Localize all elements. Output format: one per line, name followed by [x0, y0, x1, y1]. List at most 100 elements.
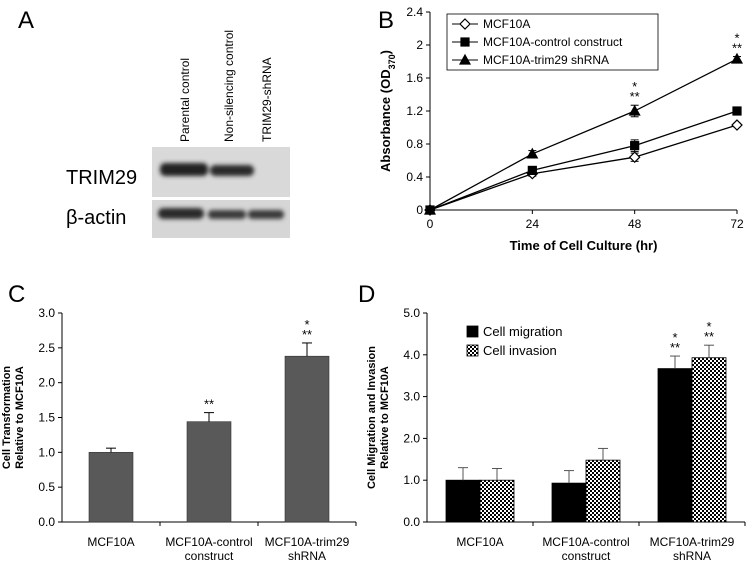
- y-axis-label-sub: 370: [387, 54, 397, 69]
- panel-letter: D: [358, 281, 375, 308]
- y-tick-label: 0.5: [38, 480, 55, 494]
- y-tick-label: 0.0: [38, 515, 55, 529]
- grouped-bar-chart: D 0.0 1.0 2.0 3.0 4.0 5.0 Cell Migration and In…: [358, 281, 746, 563]
- blot-panel: A Parental control Non-silencing control…: [18, 7, 290, 238]
- significance: **: [670, 340, 680, 355]
- y-axis-label: Absorbance (OD370): [378, 50, 397, 172]
- y-axis-label-line: Cell Migration and Invasion: [366, 346, 378, 489]
- marker: [423, 203, 437, 215]
- y-tick-label: 2.0: [38, 376, 55, 390]
- x-tick-label: MCF10A-trim29 shRNA: [650, 535, 735, 563]
- significance: **: [732, 41, 742, 56]
- y-axis-label: Cell TransformationRelative to MCF10A: [1, 366, 26, 470]
- y-tick-label: 4.0: [403, 348, 420, 362]
- y-axis-label-text: Absorbance (OD: [378, 69, 393, 172]
- lane-label: Non-silencing control: [222, 30, 236, 142]
- legend-swatch: [466, 325, 479, 338]
- x-axis-label: Time of Cell Culture (hr): [510, 238, 658, 253]
- y-tick-label: 1.6: [406, 71, 423, 85]
- series-line: [429, 124, 738, 211]
- panel-letter: C: [8, 281, 25, 308]
- x-tick-label: MCF10A: [456, 535, 503, 549]
- bar: [479, 479, 515, 523]
- marker: [459, 18, 471, 30]
- y-tick-label: 1.0: [403, 473, 420, 487]
- significance: *: [672, 330, 677, 345]
- y-axis-label-line: Relative to MCF10A: [379, 366, 391, 469]
- significance: **: [302, 327, 312, 342]
- x-tick-label: 24: [526, 217, 540, 231]
- bar: [657, 368, 693, 523]
- x-tick-label: MCF10A: [87, 535, 134, 549]
- legend-box: [446, 13, 659, 71]
- legend-label: MCF10A-trim29 shRNA: [483, 53, 609, 67]
- significance: **: [704, 329, 714, 344]
- y-tick-label: 2.0: [403, 431, 420, 445]
- bar-chart: C 0.0 0.5 1.0 1.5 2.0 2.5 3.0 Cell Transformatio…: [1, 281, 357, 563]
- y-tick-label: 0.4: [406, 170, 423, 184]
- panel-letter: B: [378, 7, 394, 34]
- y-tick-label: 3.0: [403, 390, 420, 404]
- panel-letter: A: [18, 7, 34, 34]
- marker: [732, 106, 742, 116]
- x-tick-label-line: MCF10A: [456, 535, 503, 549]
- lane-label: TRIM29-shRNA: [260, 57, 274, 142]
- y-tick-label: 3.0: [38, 306, 55, 320]
- x-tick-label-line: MCF10A: [87, 535, 134, 549]
- y-axis-label-line: Relative to MCF10A: [14, 366, 26, 469]
- y-tick-label: 1.5: [38, 411, 55, 425]
- significance: *: [632, 79, 637, 94]
- legend-label: MCF10A-control construct: [483, 35, 623, 49]
- y-tick-label: 0.0: [403, 515, 420, 529]
- x-tick-label-line: MCF10A-control: [542, 535, 629, 549]
- marker: [460, 37, 470, 47]
- marker: [527, 165, 537, 175]
- y-tick-label: 2: [416, 38, 423, 52]
- series-line: [429, 58, 738, 211]
- significance: *: [304, 317, 309, 332]
- significance: *: [734, 31, 739, 46]
- bar: [585, 459, 621, 523]
- legend-label: Cell migration: [483, 324, 562, 339]
- bar: [445, 479, 481, 523]
- x-tick-label-line: MCF10A-trim29: [650, 535, 735, 549]
- x-tick-label-line: MCF10A-control: [165, 535, 252, 549]
- marker: [731, 119, 743, 131]
- y-tick-label: 1.0: [38, 445, 55, 459]
- bar: [284, 355, 330, 523]
- x-tick-label-line: construct: [562, 549, 611, 563]
- series-line: [429, 110, 738, 211]
- x-tick-label-line: shRNA: [673, 549, 711, 563]
- y-tick-label: 1.2: [406, 104, 423, 118]
- legend-label: Cell invasion: [483, 343, 557, 358]
- y-axis-label-end: ): [378, 50, 393, 54]
- x-tick-label: 48: [628, 217, 642, 231]
- marker: [730, 52, 744, 64]
- x-tick-label: MCF10A-control construct: [165, 535, 252, 563]
- x-tick-label: MCF10A-trim29 shRNA: [265, 535, 350, 563]
- legend-box: [460, 319, 574, 365]
- marker: [628, 104, 641, 116]
- x-tick-label-line: shRNA: [288, 549, 326, 563]
- x-tick-label-line: MCF10A-trim29: [265, 535, 350, 549]
- legend-swatch: [466, 344, 479, 357]
- y-tick-label: 5.0: [403, 306, 420, 320]
- legend-label: MCF10A: [483, 17, 530, 31]
- x-tick-label-line: construct: [185, 549, 234, 563]
- y-tick-label: 2.5: [38, 341, 55, 355]
- bar: [551, 482, 587, 523]
- x-tick-label: MCF10A-control construct: [542, 535, 629, 563]
- row-label: TRIM29: [66, 167, 137, 189]
- significance: **: [630, 89, 640, 104]
- marker: [526, 147, 539, 159]
- marker: [630, 141, 640, 151]
- significance: *: [706, 319, 711, 334]
- bar: [186, 421, 232, 523]
- lane-label: Parental control: [178, 58, 192, 142]
- x-tick-label: 0: [427, 217, 434, 231]
- significance: **: [204, 397, 214, 412]
- row-label: β-actin: [66, 207, 126, 229]
- bar: [88, 452, 134, 523]
- marker: [628, 151, 641, 164]
